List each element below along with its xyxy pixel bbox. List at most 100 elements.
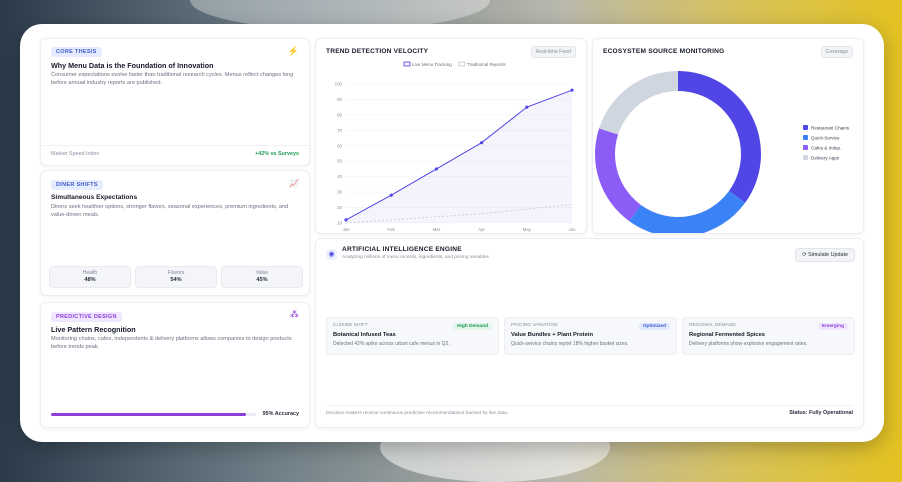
donut-slice — [599, 71, 678, 135]
dashboard-frame: Core Thesis ⚡ Why Menu Data is the Found… — [20, 24, 884, 442]
core-thesis-tag: Core Thesis — [51, 47, 102, 57]
y-tick-label: 30 — [337, 190, 342, 195]
diner-shifts-body: Diners seek healthier options, stronger … — [51, 204, 289, 218]
market-speed-value: +42% vs Surveys — [255, 151, 299, 157]
legend-swatch — [458, 61, 466, 67]
insight-desc: Detected 42% spike across urban cafe men… — [333, 341, 450, 347]
insight-category: Regional Demand — [689, 323, 736, 328]
accuracy-bar-fill — [51, 413, 246, 416]
donut-slice — [629, 191, 746, 233]
stat-value-pct: Value 45% — [221, 266, 303, 288]
trend-chart-icon: 📈 — [289, 179, 299, 188]
diner-shifts-title: Simultaneous Expectations — [51, 194, 138, 201]
insight-category: Pricing Variation — [511, 323, 558, 328]
insight-title: Regional Fermented Spices — [689, 332, 766, 338]
x-tick-label: Jun — [568, 227, 576, 232]
stat-value: 45% — [256, 277, 268, 283]
data-point — [570, 88, 574, 92]
predictive-design-card: Predictive Design ⁂ Live Pattern Recogni… — [40, 302, 310, 428]
accuracy-bar-track — [51, 413, 256, 416]
refresh-icon: ⟳ — [802, 252, 807, 258]
trend-velocity-card: TREND DETECTION VELOCITY Real-time Feed … — [315, 38, 587, 234]
operational-status: Status: Fully Operational — [789, 410, 853, 416]
legend-label: Traditional Reports — [467, 62, 506, 67]
simulate-update-button[interactable]: ⟳ Simulate Update — [795, 248, 855, 262]
predictive-design-tag: Predictive Design — [51, 312, 122, 322]
core-thesis-title: Why Menu Data is the Foundation of Innov… — [51, 61, 214, 70]
diner-shifts-card: Diner Shifts 📈 Simultaneous Expectations… — [40, 170, 310, 296]
market-speed-label: Market Speed Index — [51, 151, 100, 157]
ecosystem-card: ECOSYSTEM SOURCE MONITORING Coverage Res… — [592, 38, 864, 234]
ai-engine-card: ◉ ARTIFICIAL INTELLIGENCE ENGINE Analyzi… — [315, 238, 864, 428]
y-tick-label: 70 — [337, 128, 342, 133]
divider — [326, 405, 853, 406]
core-thesis-body: Consumer expectations evolve faster than… — [51, 72, 294, 86]
insight-card-pricing[interactable]: Pricing Variation Optimized Value Bundle… — [504, 317, 677, 355]
x-tick-label: Mar — [433, 227, 441, 232]
data-point — [389, 193, 393, 197]
diner-shifts-tag: Diner Shifts — [51, 180, 103, 190]
source-donut-chart: Restaurant Chains Quick-Service Cafes & In… — [595, 71, 850, 233]
insight-badge: Emerging — [817, 323, 848, 330]
y-tick-label: 50 — [337, 159, 342, 164]
stat-label: Value — [255, 270, 269, 276]
insight-title: Botanical Infused Teas — [333, 332, 396, 338]
diner-stats: Health 48% Flavors 54% Value 45% — [49, 266, 303, 288]
legend-swatch — [803, 125, 808, 130]
data-point — [434, 167, 438, 171]
simulate-update-label: Simulate Update — [808, 252, 848, 258]
legend-label: Delivery Apps — [811, 155, 840, 160]
stat-value: 54% — [170, 277, 182, 283]
cpu-icon: ◉ — [326, 249, 337, 260]
coverage-pill: Coverage — [820, 46, 853, 58]
trend-line-chart: Live Menu Tracking Traditional Reports 10 2… — [335, 61, 576, 232]
stat-label: Flavors — [167, 270, 185, 276]
ai-title: ARTIFICIAL INTELLIGENCE ENGINE — [342, 246, 462, 253]
core-thesis-card: Core Thesis ⚡ Why Menu Data is the Found… — [40, 38, 310, 166]
predictive-body: Monitoring chains, cafes, independents &… — [51, 336, 292, 350]
donut-slice — [678, 71, 761, 203]
stat-value: 48% — [84, 277, 96, 283]
ai-subtitle: Analyzing millions of menu records, ingr… — [342, 255, 489, 260]
insight-badge: Optimized — [638, 323, 670, 330]
legend-label: Cafes & Indep. — [811, 145, 841, 150]
data-point — [344, 218, 348, 222]
legend-label: Quick-Service — [811, 135, 840, 140]
insight-desc: Delivery platforms show explosive engage… — [689, 341, 808, 347]
legend-swatch — [803, 135, 808, 140]
accuracy-label: 95% Accuracy — [262, 411, 299, 417]
series-line-traditional — [345, 204, 573, 224]
y-tick-label: 20 — [337, 205, 342, 210]
real-time-pill: Real-time Feed — [530, 46, 576, 58]
insight-card-cuisine[interactable]: Cuisine Shift High Demand Botanical Infu… — [326, 317, 499, 355]
insight-category: Cuisine Shift — [333, 323, 368, 328]
insight-desc: Quick-service chains report 18% higher b… — [511, 341, 629, 347]
y-tick-label: 60 — [337, 143, 342, 148]
insight-badge: High Demand — [453, 323, 492, 330]
predictive-title: Live Pattern Recognition — [51, 325, 136, 334]
legend-label: Restaurant Chains — [811, 125, 850, 130]
x-tick-label: Jan — [342, 227, 350, 232]
lightning-icon: ⚡ — [287, 46, 299, 56]
series-area — [346, 90, 572, 223]
insight-card-regional[interactable]: Regional Demand Emerging Regional Fermen… — [682, 317, 855, 355]
y-tick-label: 10 — [337, 221, 342, 226]
y-tick-label: 100 — [335, 82, 343, 87]
legend-swatch — [403, 61, 411, 67]
x-tick-label: May — [523, 227, 532, 232]
insight-title: Value Bundles + Plant Protein — [511, 332, 593, 338]
y-tick-label: 80 — [337, 112, 342, 117]
data-point — [525, 105, 529, 109]
y-tick-label: 40 — [337, 174, 342, 179]
ecosystem-title: ECOSYSTEM SOURCE MONITORING — [603, 48, 725, 55]
ai-footer-note: Decision-makers receive continuous predi… — [326, 411, 509, 416]
stat-label: Health — [82, 270, 98, 276]
legend-swatch — [803, 145, 808, 150]
x-tick-label: Apr — [478, 227, 485, 232]
sparkle-icon: ⁂ — [290, 309, 299, 319]
trend-title: TREND DETECTION VELOCITY — [326, 48, 429, 55]
data-point — [480, 141, 484, 145]
donut-slice — [595, 128, 641, 222]
divider — [41, 145, 309, 146]
stat-health: Health 48% — [49, 266, 131, 288]
